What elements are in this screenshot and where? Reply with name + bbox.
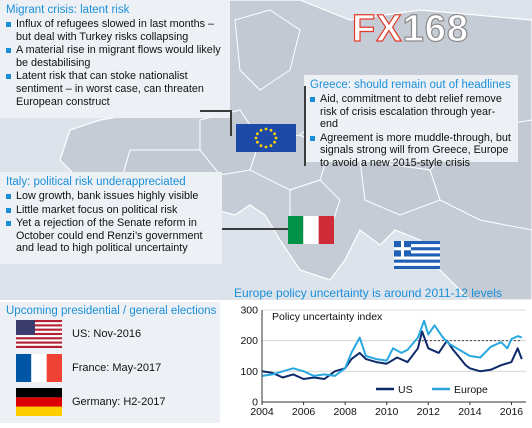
- eu-flag-icon: [236, 124, 296, 152]
- italy-title: Italy: political risk underappreciated: [6, 176, 186, 188]
- policy-uncertainty-chart: Europe policy uncertainty is around 2011…: [226, 286, 532, 423]
- x-tick-label: 2010: [375, 406, 399, 418]
- legend-label-us: US: [398, 384, 413, 396]
- chart-subtitle: Policy uncertainty index: [272, 311, 383, 323]
- italy-list: Low growth, bank issues highly visible L…: [0, 190, 222, 260]
- x-tick-label: 2008: [333, 406, 357, 418]
- greece-panel: Greece: should remain out of headlines A…: [304, 75, 518, 169]
- list-item: Latent risk that can stoke nationalist s…: [6, 70, 224, 108]
- migrant-connector-line-h: [200, 110, 231, 112]
- italy-flag-icon: [288, 216, 334, 244]
- migrant-crisis-panel: Migrant crisis: latent risk Influx of re…: [0, 0, 230, 118]
- greece-flag-icon: [394, 241, 440, 269]
- election-row-germany: Germany: H2-2017: [16, 388, 166, 416]
- italy-panel: Italy: political risk underappreciated L…: [0, 172, 222, 264]
- list-item: Influx of refugees slowed in last months…: [6, 18, 224, 43]
- greece-title: Greece: should remain out of headlines: [310, 79, 511, 91]
- election-label: Germany: H2-2017: [72, 396, 166, 408]
- chart-title: Europe policy uncertainty is around 2011…: [234, 286, 502, 300]
- election-row-us: US: Nov-2016: [16, 320, 141, 348]
- list-item: Yet a rejection of the Senate reform in …: [6, 217, 216, 255]
- list-item: A material rise in migrant flows would l…: [6, 44, 224, 69]
- elections-title: Upcoming presidential / general election…: [6, 305, 217, 317]
- x-tick-label: 2004: [250, 406, 274, 418]
- chart-svg: 0 100 200 300 2004 2006 2008 2010 2012 2014 2016 P…: [240, 305, 526, 418]
- legend-label-europe: Europe: [454, 384, 488, 396]
- migrant-connector-line: [230, 110, 232, 136]
- election-label: US: Nov-2016: [72, 328, 142, 340]
- y-tick-label: 100: [240, 366, 258, 378]
- y-tick-label: 200: [240, 335, 258, 347]
- greece-connector-line: [304, 86, 306, 166]
- germany-flag-icon: [16, 388, 62, 416]
- series-line-europe: [261, 319, 523, 377]
- list-item: Little market focus on political risk: [6, 204, 216, 217]
- x-tick-label: 2012: [417, 406, 441, 418]
- election-row-france: France: May-2017: [16, 354, 161, 382]
- us-flag-icon: [16, 320, 62, 348]
- series-line-us: [261, 330, 523, 380]
- election-label: France: May-2017: [72, 362, 162, 374]
- list-item: Agreement is more muddle-through, but si…: [310, 132, 512, 170]
- greece-list: Aid, commitment to debt relief remove ri…: [304, 93, 518, 175]
- x-tick-label: 2006: [292, 406, 316, 418]
- y-tick-label: 300: [240, 305, 258, 317]
- list-item: Low growth, bank issues highly visible: [6, 190, 216, 203]
- migrant-crisis-list: Influx of refugees slowed in last months…: [0, 18, 230, 113]
- elections-panel: Upcoming presidential / general election…: [0, 302, 220, 423]
- x-tick-label: 2014: [458, 406, 482, 418]
- x-tick-label: 2016: [500, 406, 524, 418]
- y-tick-label: 0: [252, 397, 258, 409]
- france-flag-icon: [16, 354, 62, 382]
- italy-connector-line: [222, 228, 288, 230]
- fx168-logo: FX168: [351, 7, 469, 50]
- migrant-crisis-title: Migrant crisis: latent risk: [6, 4, 130, 16]
- list-item: Aid, commitment to debt relief remove ri…: [310, 93, 512, 131]
